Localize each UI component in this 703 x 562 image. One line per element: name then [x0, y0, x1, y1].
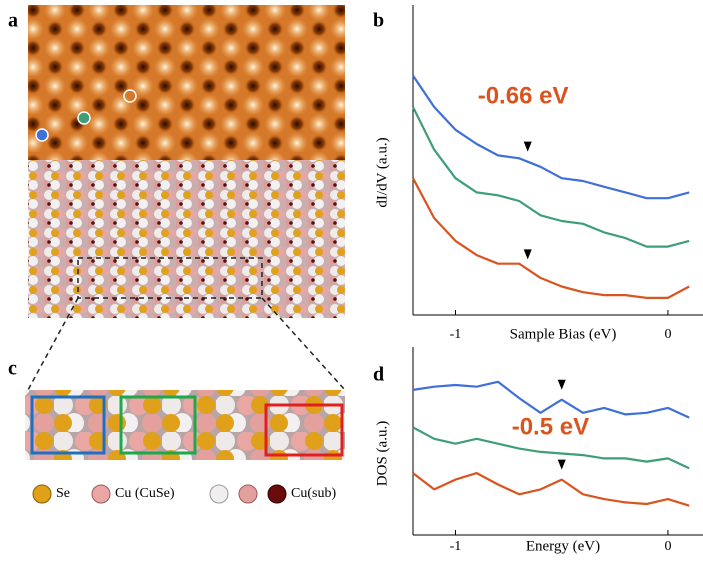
series-line [413, 473, 689, 506]
site-marker [36, 129, 48, 141]
stm-image [28, 5, 345, 160]
panel-label: b [373, 10, 384, 32]
x-axis-label: Sample Bias (eV) [510, 326, 617, 342]
x-axis-label: Energy (eV) [526, 538, 600, 554]
page: {"panel_labels": {"a": "a", "b": "b", "c… [0, 0, 703, 557]
legend-swatch [33, 485, 51, 503]
panel-label: c [8, 358, 17, 380]
legend-swatch [92, 485, 110, 503]
y-axis-label: DOS (a.u.) [374, 421, 390, 486]
zoomed-model [25, 390, 345, 460]
y-axis-label: dI/dV (a.u.) [374, 137, 390, 207]
legend-label: Cu (CuSe) [115, 486, 175, 501]
annotation: -0.5 eV [512, 413, 589, 440]
annotation: -0.66 eV [478, 82, 569, 109]
series-line [413, 178, 689, 298]
legend-swatch [210, 485, 228, 503]
figure: Se Cu (CuSe) Cu(sub) a b c d -1 0 Sample B… [0, 0, 703, 557]
x-tick-label: -1 [450, 539, 462, 554]
peak-marker [524, 249, 532, 259]
legend-label: Se [56, 486, 70, 501]
legend-label: Cu(sub) [291, 486, 336, 501]
series-line [413, 382, 689, 418]
x-tick-label: 0 [664, 327, 671, 342]
peak-marker [558, 380, 566, 390]
panel-label: a [8, 10, 18, 32]
atomic-model [28, 160, 345, 318]
x-tick-label: 0 [664, 539, 671, 554]
legend-swatch [239, 485, 257, 503]
legend-swatch [268, 485, 286, 503]
peak-marker [558, 460, 566, 470]
x-tick-label: -1 [450, 327, 462, 342]
peak-marker [524, 142, 532, 152]
panel-label: d [373, 364, 384, 386]
site-marker [78, 112, 90, 124]
